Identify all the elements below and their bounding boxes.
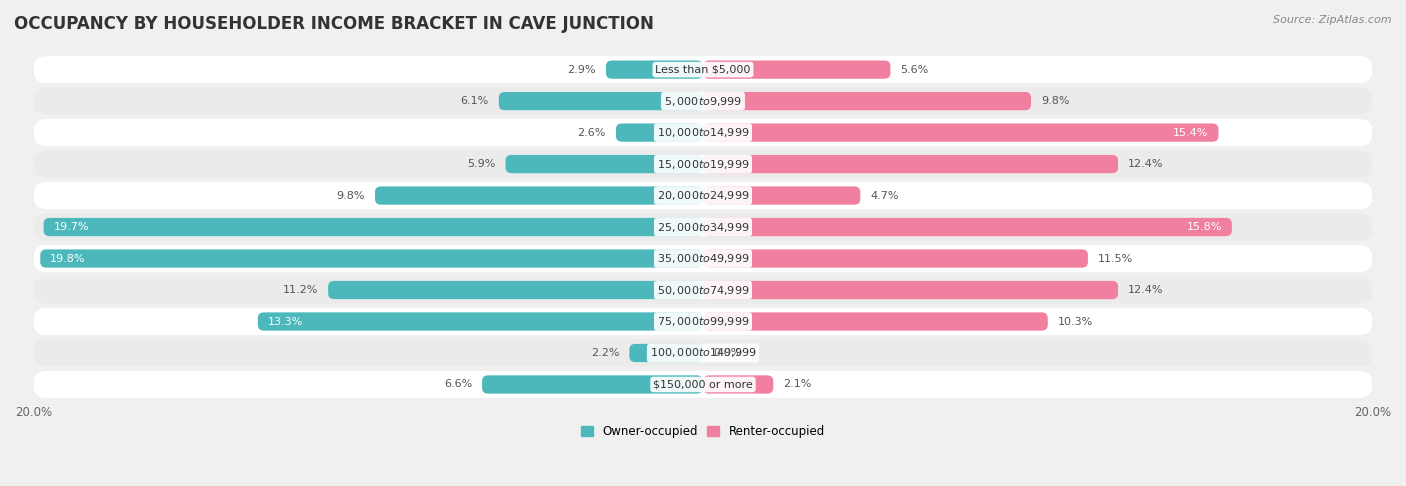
- Text: 15.8%: 15.8%: [1187, 222, 1222, 232]
- Text: 9.8%: 9.8%: [1040, 96, 1070, 106]
- Text: $25,000 to $34,999: $25,000 to $34,999: [657, 221, 749, 234]
- Text: 9.8%: 9.8%: [336, 191, 366, 201]
- FancyBboxPatch shape: [482, 375, 703, 394]
- Text: Source: ZipAtlas.com: Source: ZipAtlas.com: [1274, 15, 1392, 25]
- Text: $20,000 to $24,999: $20,000 to $24,999: [657, 189, 749, 202]
- FancyBboxPatch shape: [34, 182, 1372, 209]
- FancyBboxPatch shape: [34, 371, 1372, 398]
- Text: $15,000 to $19,999: $15,000 to $19,999: [657, 157, 749, 171]
- FancyBboxPatch shape: [34, 87, 1372, 115]
- Text: 15.4%: 15.4%: [1173, 128, 1208, 138]
- Legend: Owner-occupied, Renter-occupied: Owner-occupied, Renter-occupied: [576, 420, 830, 443]
- Text: 10.3%: 10.3%: [1057, 316, 1092, 327]
- Text: 12.4%: 12.4%: [1128, 159, 1164, 169]
- FancyBboxPatch shape: [703, 375, 773, 394]
- FancyBboxPatch shape: [703, 60, 890, 79]
- FancyBboxPatch shape: [703, 249, 1088, 268]
- Text: 2.6%: 2.6%: [578, 128, 606, 138]
- Text: $100,000 to $149,999: $100,000 to $149,999: [650, 347, 756, 360]
- Text: 2.2%: 2.2%: [591, 348, 619, 358]
- Text: 19.8%: 19.8%: [51, 254, 86, 263]
- Text: 5.6%: 5.6%: [900, 65, 929, 75]
- FancyBboxPatch shape: [616, 123, 703, 142]
- FancyBboxPatch shape: [257, 312, 703, 330]
- Text: 13.3%: 13.3%: [269, 316, 304, 327]
- FancyBboxPatch shape: [703, 123, 1219, 142]
- FancyBboxPatch shape: [34, 151, 1372, 177]
- Text: 5.9%: 5.9%: [467, 159, 495, 169]
- FancyBboxPatch shape: [703, 281, 1118, 299]
- FancyBboxPatch shape: [606, 60, 703, 79]
- FancyBboxPatch shape: [703, 92, 1031, 110]
- FancyBboxPatch shape: [328, 281, 703, 299]
- FancyBboxPatch shape: [34, 339, 1372, 366]
- Text: OCCUPANCY BY HOUSEHOLDER INCOME BRACKET IN CAVE JUNCTION: OCCUPANCY BY HOUSEHOLDER INCOME BRACKET …: [14, 15, 654, 33]
- FancyBboxPatch shape: [34, 119, 1372, 146]
- FancyBboxPatch shape: [34, 56, 1372, 83]
- FancyBboxPatch shape: [703, 218, 1232, 236]
- FancyBboxPatch shape: [34, 277, 1372, 304]
- Text: $10,000 to $14,999: $10,000 to $14,999: [657, 126, 749, 139]
- FancyBboxPatch shape: [375, 187, 703, 205]
- Text: 2.1%: 2.1%: [783, 380, 811, 389]
- Text: $5,000 to $9,999: $5,000 to $9,999: [664, 95, 742, 107]
- FancyBboxPatch shape: [499, 92, 703, 110]
- Text: 11.2%: 11.2%: [283, 285, 318, 295]
- FancyBboxPatch shape: [41, 249, 703, 268]
- FancyBboxPatch shape: [506, 155, 703, 173]
- Text: 11.5%: 11.5%: [1098, 254, 1133, 263]
- Text: 4.7%: 4.7%: [870, 191, 898, 201]
- FancyBboxPatch shape: [44, 218, 703, 236]
- Text: $50,000 to $74,999: $50,000 to $74,999: [657, 283, 749, 296]
- Text: $150,000 or more: $150,000 or more: [654, 380, 752, 389]
- FancyBboxPatch shape: [703, 155, 1118, 173]
- Text: Less than $5,000: Less than $5,000: [655, 65, 751, 75]
- Text: 12.4%: 12.4%: [1128, 285, 1164, 295]
- FancyBboxPatch shape: [34, 308, 1372, 335]
- Text: 0.0%: 0.0%: [713, 348, 741, 358]
- Text: 6.6%: 6.6%: [444, 380, 472, 389]
- FancyBboxPatch shape: [703, 312, 1047, 330]
- FancyBboxPatch shape: [630, 344, 703, 362]
- Text: $35,000 to $49,999: $35,000 to $49,999: [657, 252, 749, 265]
- Text: 2.9%: 2.9%: [568, 65, 596, 75]
- Text: 6.1%: 6.1%: [461, 96, 489, 106]
- FancyBboxPatch shape: [703, 187, 860, 205]
- Text: $75,000 to $99,999: $75,000 to $99,999: [657, 315, 749, 328]
- FancyBboxPatch shape: [34, 213, 1372, 241]
- Text: 19.7%: 19.7%: [53, 222, 89, 232]
- FancyBboxPatch shape: [34, 245, 1372, 272]
